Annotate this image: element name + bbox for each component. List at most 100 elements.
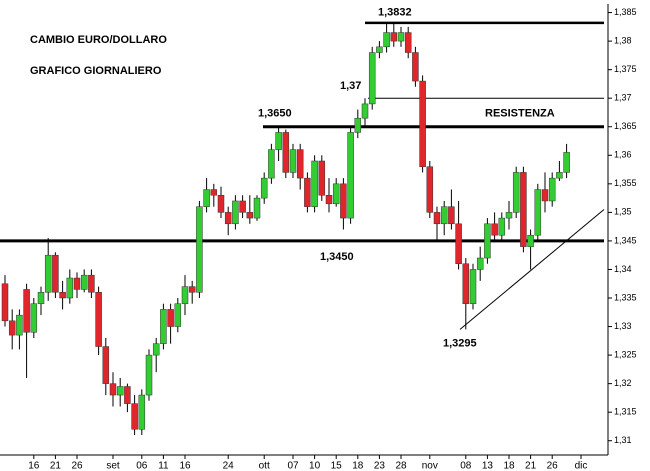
y-tick-label: 1,37 bbox=[614, 93, 632, 103]
x-tick-label: nov bbox=[422, 461, 438, 471]
candle-body bbox=[160, 309, 167, 344]
x-tick-label: 21 bbox=[525, 461, 537, 471]
x-tick-label: 26 bbox=[547, 461, 559, 471]
candle-body bbox=[404, 32, 412, 53]
x-tick-label: 16 bbox=[179, 461, 191, 471]
chart-title: CAMBIO EURO/DOLLARO bbox=[30, 34, 167, 46]
candle-body bbox=[268, 149, 275, 179]
candle-body bbox=[145, 354, 153, 396]
candle-body bbox=[30, 303, 38, 333]
candle-body bbox=[390, 32, 398, 42]
candle-body bbox=[347, 132, 354, 219]
candle-body bbox=[505, 212, 513, 219]
y-tick-label: 1,315 bbox=[614, 407, 637, 417]
y-tick-label: 1,375 bbox=[614, 64, 637, 74]
x-tick-label: 08 bbox=[460, 461, 472, 471]
level-label: 1,3650 bbox=[258, 108, 292, 120]
candle-body bbox=[152, 343, 160, 356]
candle-body bbox=[102, 346, 110, 384]
candle-body bbox=[181, 286, 189, 304]
chart-subtitle: GRAFICO GIORNALIERO bbox=[30, 65, 162, 77]
candle-body bbox=[196, 206, 203, 293]
candle-body bbox=[556, 172, 563, 179]
x-tick-label: 11 bbox=[158, 461, 169, 471]
x-tick-label: 18 bbox=[503, 461, 515, 471]
x-tick-label: 24 bbox=[223, 461, 235, 471]
candle-body bbox=[311, 160, 318, 207]
x-tick-label: 06 bbox=[136, 461, 148, 471]
candle-body bbox=[340, 183, 347, 219]
x-tick-label: 13 bbox=[482, 461, 494, 471]
y-tick-label: 1,345 bbox=[614, 235, 637, 245]
candle-body bbox=[455, 223, 462, 265]
candle-body bbox=[332, 183, 340, 205]
candle-body bbox=[52, 254, 59, 293]
candle-body bbox=[23, 289, 30, 333]
candle-body bbox=[354, 117, 362, 133]
candle-body bbox=[563, 152, 570, 173]
candle-body bbox=[80, 274, 88, 290]
trendline bbox=[459, 209, 605, 330]
candle-body bbox=[484, 223, 491, 259]
candle-body bbox=[368, 52, 376, 105]
y-tick-label: 1,35 bbox=[614, 207, 632, 217]
level-label: 1,3450 bbox=[320, 251, 354, 263]
candle-body bbox=[462, 263, 470, 304]
candle-body bbox=[260, 177, 268, 199]
y-tick-label: 1,31 bbox=[614, 435, 632, 445]
y-tick-label: 1,365 bbox=[614, 121, 637, 131]
y-tick-label: 1,325 bbox=[614, 349, 637, 359]
x-tick-label: 15 bbox=[331, 461, 343, 471]
y-tick-label: 1,34 bbox=[614, 264, 632, 274]
candle-body bbox=[289, 149, 297, 173]
candle-body bbox=[520, 172, 527, 247]
candle-body bbox=[217, 194, 225, 213]
candle-body bbox=[1, 283, 9, 322]
candle-body bbox=[282, 132, 290, 173]
candle-body bbox=[440, 206, 448, 225]
candle-body bbox=[124, 386, 131, 404]
level-label: 1,3832 bbox=[378, 7, 412, 19]
candle-body bbox=[131, 403, 138, 430]
candle-body bbox=[44, 254, 52, 293]
y-tick-label: 1,33 bbox=[614, 321, 632, 331]
candle-body bbox=[239, 200, 246, 213]
candle-body bbox=[541, 189, 549, 202]
candle-body bbox=[426, 166, 434, 213]
candle-body bbox=[548, 177, 556, 202]
candle-body bbox=[174, 303, 182, 327]
candle-body bbox=[116, 386, 124, 396]
y-tick-label: 1,355 bbox=[614, 178, 637, 188]
candle-body bbox=[527, 234, 534, 247]
y-tick-label: 1,32 bbox=[614, 378, 632, 388]
resistance-label: RESISTENZA bbox=[485, 108, 555, 120]
x-tick-label: 28 bbox=[395, 461, 407, 471]
x-tick-label: ott bbox=[259, 461, 270, 471]
candle-body bbox=[16, 314, 23, 336]
candle-body bbox=[383, 32, 390, 48]
candle-body bbox=[419, 80, 426, 167]
candle-body bbox=[253, 197, 261, 219]
y-tick-label: 1,36 bbox=[614, 150, 632, 160]
candle-body bbox=[469, 269, 477, 304]
x-tick-label: 21 bbox=[50, 461, 62, 471]
x-tick-label: dic bbox=[575, 461, 588, 471]
candle-body bbox=[433, 212, 441, 225]
candle-body bbox=[66, 277, 74, 299]
y-tick-label: 1,385 bbox=[614, 7, 637, 17]
candle-body bbox=[224, 212, 232, 225]
candle-body bbox=[8, 320, 16, 336]
candle-body bbox=[73, 277, 81, 290]
candle-body bbox=[325, 194, 333, 205]
candle-body bbox=[512, 172, 520, 213]
candle-body bbox=[304, 177, 311, 207]
candle-body bbox=[167, 309, 174, 327]
x-tick-label: 23 bbox=[374, 461, 386, 471]
level-label: 1,37 bbox=[340, 80, 361, 92]
x-tick-label: 16 bbox=[28, 461, 40, 471]
y-tick-label: 1,335 bbox=[614, 292, 637, 302]
candle-body bbox=[361, 103, 369, 119]
candle-body bbox=[397, 32, 405, 42]
candle-body bbox=[246, 212, 254, 219]
candle-body bbox=[491, 223, 498, 236]
